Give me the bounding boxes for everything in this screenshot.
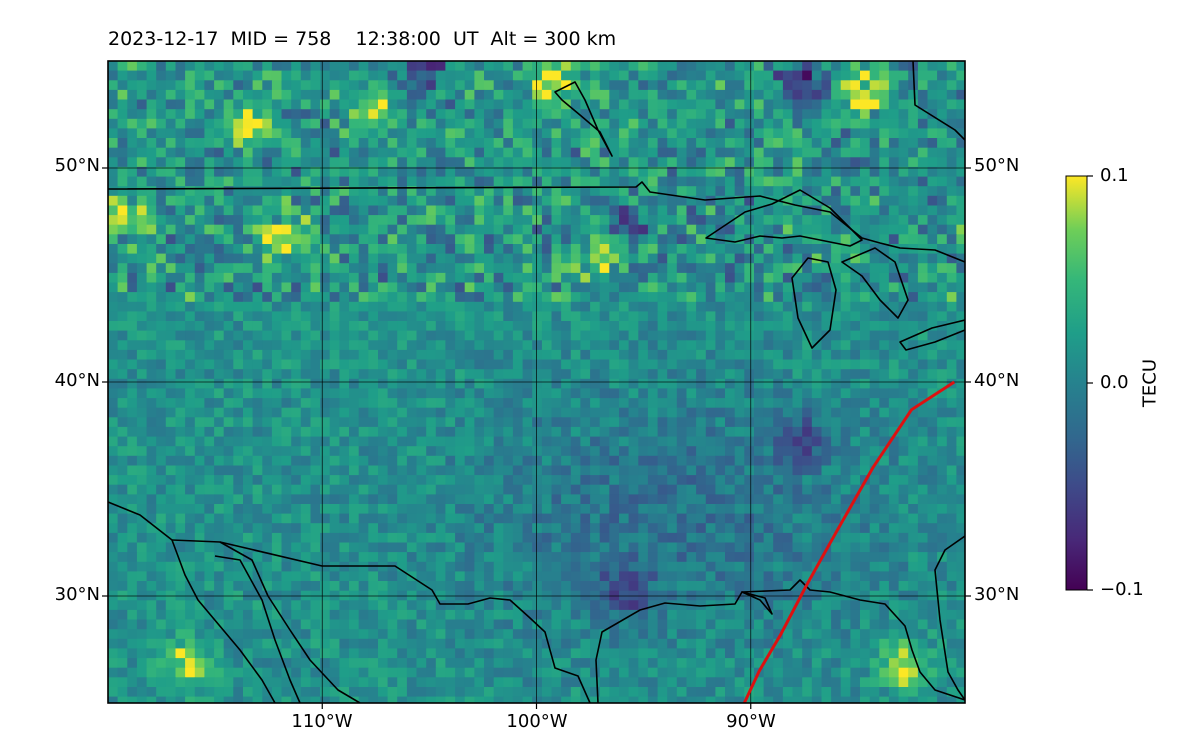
track-line	[742, 380, 956, 703]
lat-label-50n-right: 50°N	[974, 155, 1020, 176]
baja-peninsula	[214, 555, 301, 703]
plot-title: 2023-12-17 MID = 758 12:38:00 UT Alt = 3…	[108, 28, 617, 50]
lat-label-30n-right: 30°N	[974, 584, 1020, 605]
tec-heatmap	[108, 61, 965, 703]
ne-coastline	[912, 61, 965, 141]
colorbar	[1065, 175, 1088, 591]
east-coast	[934, 535, 965, 701]
axis-ticks	[102, 167, 971, 709]
colorbar-mid-label: 0.0	[1100, 372, 1129, 393]
colorbar-max-label: 0.1	[1100, 165, 1129, 186]
lat-label-40n-right: 40°N	[974, 370, 1020, 391]
lat-label-30n-left: 30°N	[54, 584, 100, 605]
colorbar-min-label: −0.1	[1100, 579, 1144, 600]
gridlines	[108, 61, 965, 703]
lake-michigan	[791, 257, 837, 349]
pacific-coast	[108, 501, 276, 703]
border-canada-us	[108, 181, 965, 263]
colorbar-title: TECU	[1139, 358, 1161, 408]
lon-label-100w: 100°W	[506, 711, 568, 732]
lake-erie	[899, 319, 965, 351]
satellite-track	[742, 380, 956, 703]
lake-huron	[841, 247, 909, 319]
lat-label-40n-left: 40°N	[54, 370, 100, 391]
gulf-coast	[595, 579, 965, 703]
lon-label-90w: 90°W	[726, 711, 776, 732]
cuba-fragment	[741, 591, 773, 615]
hudson-bay-coast	[554, 81, 613, 157]
coastlines-and-borders	[108, 61, 965, 703]
lon-label-110w: 110°W	[291, 711, 353, 732]
lake-superior	[705, 189, 863, 247]
colorbar-ticks	[1087, 175, 1093, 591]
lat-label-50n-left: 50°N	[54, 155, 100, 176]
mexico-west-coast	[171, 539, 361, 703]
border-us-mexico	[219, 541, 591, 703]
